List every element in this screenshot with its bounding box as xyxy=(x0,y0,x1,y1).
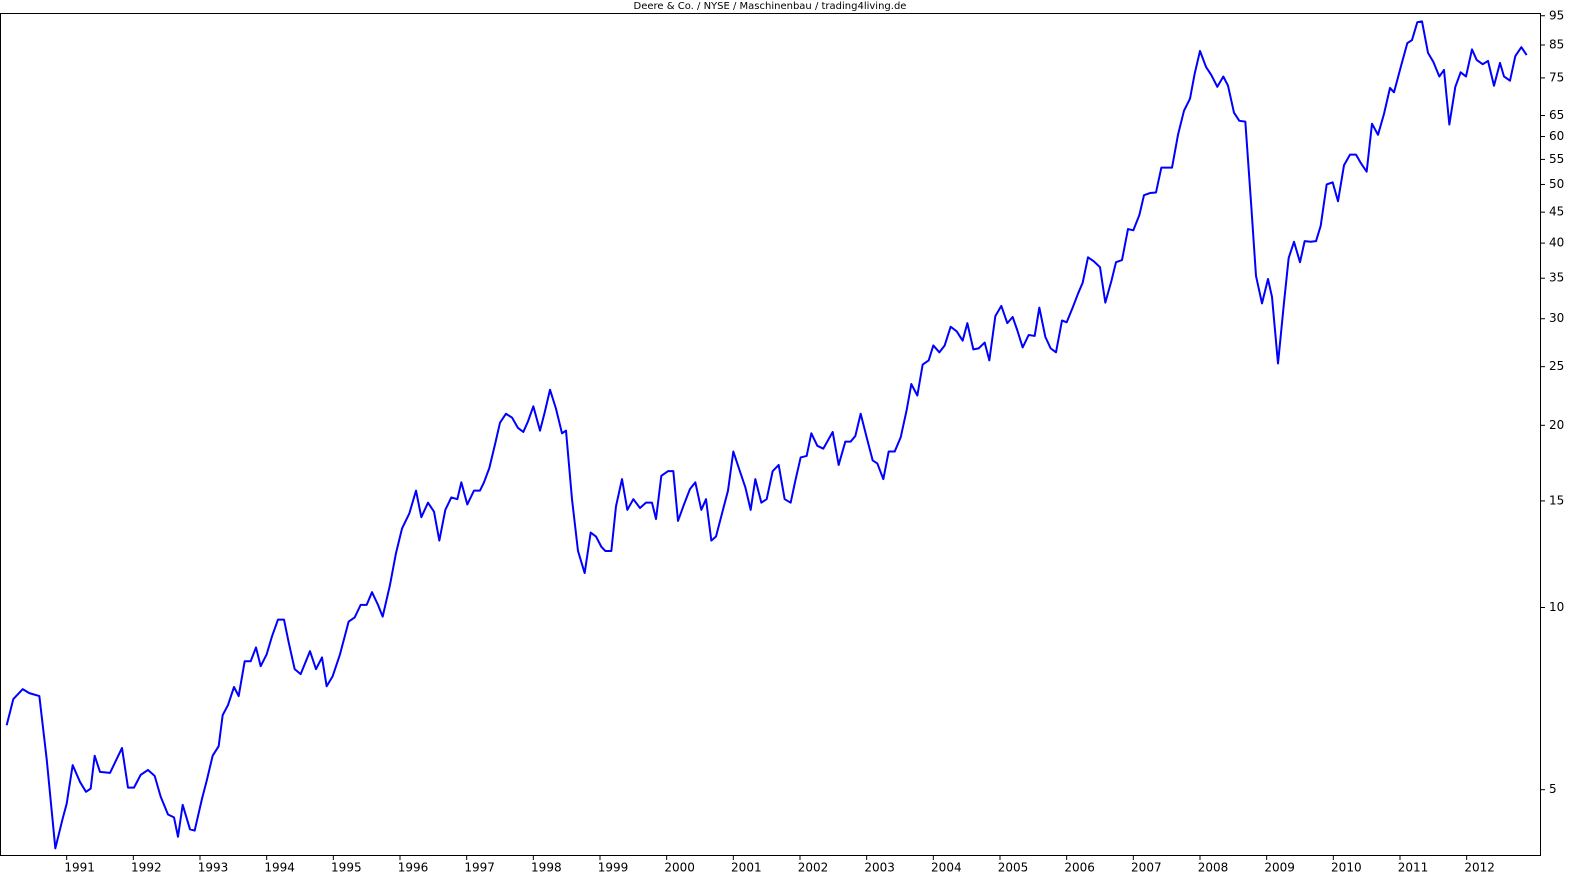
x-tick-label: 2009 xyxy=(1264,861,1295,875)
x-tick-label: 2004 xyxy=(931,861,962,875)
x-tick-label: 2001 xyxy=(731,861,762,875)
x-tick-label: 1997 xyxy=(464,861,495,875)
y-tick-label: 55 xyxy=(1549,152,1564,166)
y-tick-label: 5 xyxy=(1549,782,1557,796)
x-tick-label: 1995 xyxy=(331,861,362,875)
x-tick-label: 2012 xyxy=(1464,861,1495,875)
y-tick-label: 35 xyxy=(1549,271,1564,285)
x-tick-label: 1992 xyxy=(131,861,162,875)
x-tick-label: 1993 xyxy=(198,861,229,875)
plot-frame xyxy=(0,13,1541,856)
x-tick-label: 1996 xyxy=(398,861,429,875)
x-tick-label: 2002 xyxy=(798,861,829,875)
y-tick-label: 75 xyxy=(1549,70,1564,84)
y-tick-label: 10 xyxy=(1549,600,1564,614)
x-tick-label: 2011 xyxy=(1398,861,1429,875)
x-tick-label: 1998 xyxy=(531,861,562,875)
y-tick-label: 20 xyxy=(1549,418,1564,432)
y-tick-label: 15 xyxy=(1549,493,1564,507)
y-tick-label: 85 xyxy=(1549,37,1564,51)
y-tick-label: 45 xyxy=(1549,205,1564,219)
y-tick-label: 65 xyxy=(1549,108,1564,122)
y-tick-label: 30 xyxy=(1549,311,1564,325)
x-tick-label: 2010 xyxy=(1331,861,1362,875)
y-tick-label: 25 xyxy=(1549,359,1564,373)
x-tick-label: 1991 xyxy=(64,861,95,875)
y-tick-label: 40 xyxy=(1549,236,1564,250)
x-tick-label: 2007 xyxy=(1131,861,1162,875)
price-line xyxy=(5,20,1528,850)
y-tick-label: 50 xyxy=(1549,177,1564,191)
x-tick-label: 2000 xyxy=(664,861,695,875)
x-tick-label: 1994 xyxy=(264,861,295,875)
x-tick-label: 2005 xyxy=(998,861,1029,875)
x-tick-label: 1999 xyxy=(598,861,629,875)
chart-title: Deere & Co. / NYSE / Maschinenbau / trad… xyxy=(634,1,907,12)
x-tick-label: 2003 xyxy=(864,861,895,875)
y-tick-label: 60 xyxy=(1549,129,1564,143)
x-tick-label: 2006 xyxy=(1064,861,1095,875)
x-tick-label: 2008 xyxy=(1198,861,1229,875)
y-tick-label: 95 xyxy=(1549,8,1564,22)
